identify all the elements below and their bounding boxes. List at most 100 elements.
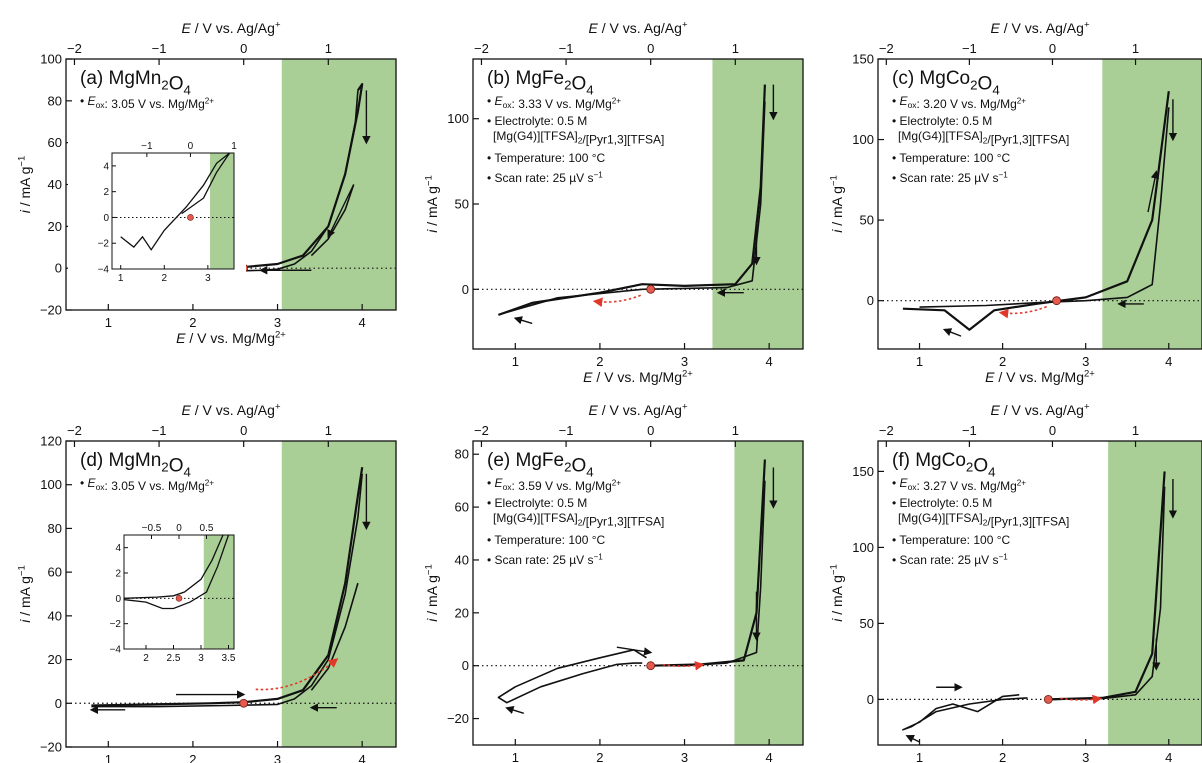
- x-tick-label: 2: [596, 750, 603, 763]
- open-circuit-point: [646, 661, 656, 671]
- x-tick-label: 1: [105, 315, 112, 330]
- inset-curves: [124, 535, 230, 610]
- y-tick-label: 20: [48, 652, 62, 667]
- y-tick-label: −20: [40, 740, 62, 755]
- x-tick-label: 4: [1165, 750, 1172, 763]
- y-tick-label: 50: [860, 616, 874, 631]
- curves: [498, 84, 766, 316]
- bullet-text: • Temperature: 100 °C: [487, 151, 606, 165]
- y-tick-label: 60: [48, 135, 62, 150]
- y-tick-label: 50: [860, 213, 874, 228]
- bullet-text: • Scan rate: 25 µV s−1: [487, 552, 603, 567]
- oxidation-region: [281, 59, 396, 310]
- inset-oxidation-region: [210, 153, 234, 269]
- x-tick-label: 4: [359, 315, 366, 330]
- inset-a: 1 2 3 −1 0 1 −4 −2 0 2 4: [68, 133, 246, 289]
- bullet-text: • Scan rate: 25 µV s−1: [487, 170, 603, 185]
- bullet-text: • Eox: 3.05 V vs. Mg/Mg2​+​: [80, 476, 214, 493]
- panel-title: (f) MgCo2O4: [892, 450, 996, 480]
- y-tick-label: 100: [40, 52, 62, 67]
- inset-series-line-0: [120, 153, 231, 251]
- y-tick-label: 0: [867, 692, 874, 707]
- y-tick-label: 20: [455, 605, 469, 620]
- x-tick-label: 4: [766, 750, 773, 763]
- series-line-1: [919, 107, 1170, 308]
- y-tick-label: 100: [852, 540, 874, 555]
- y-axis-label: i / mA g−​1​: [17, 565, 33, 623]
- x2-tick-label: 0: [1049, 41, 1056, 56]
- y-tick-label: 60: [48, 565, 62, 580]
- y-tick-label: 40: [455, 552, 469, 567]
- panel-title: (a) MgMn2O4: [80, 68, 191, 98]
- x2-tick-label: 1: [325, 423, 332, 438]
- x-tick-label: 1: [916, 354, 923, 369]
- series-line-0: [902, 91, 1170, 331]
- y-tick-label: 150: [852, 52, 874, 67]
- x2-tick-label: −2: [67, 423, 82, 438]
- series-line-2: [310, 184, 355, 257]
- series-line-2: [497, 649, 647, 704]
- panel-b: 1 2 3 4 −2 −1 0 1 0 50 100 E / V vs. Mg/Mg2​+​ E / V…: [424, 20, 804, 385]
- x-tick-label: 1: [916, 750, 923, 763]
- series-line-0: [91, 467, 364, 707]
- y-tick-label: 0: [55, 696, 62, 711]
- open-circuit-point: [239, 698, 249, 708]
- x-tick-label: 3: [681, 354, 688, 369]
- inset-x2-tick-label: 0: [188, 141, 194, 152]
- plot-frame: [65, 440, 397, 748]
- oxidation-region: [1102, 59, 1202, 349]
- inset-x-tick-label: 3: [205, 273, 211, 284]
- y-tick-label: 100: [40, 477, 62, 492]
- x2-tick-label: −2: [474, 41, 489, 56]
- x2-tick-label: 1: [325, 41, 332, 56]
- inset-series-line-0: [124, 535, 224, 599]
- series-line-1: [91, 473, 363, 708]
- open-circuit-point: [1052, 296, 1062, 306]
- bullet-text: • Electrolyte: 0.5 M: [892, 496, 992, 510]
- bullet-text: • Eox: 3.33 V vs. Mg/Mg2​+​: [487, 94, 621, 111]
- inset-point: [187, 214, 194, 221]
- y-tick-label: 80: [48, 93, 62, 108]
- x2-tick-label: −2: [67, 41, 82, 56]
- x2-tick-label: −1: [962, 423, 977, 438]
- inset-x2-tick-label: 1: [231, 141, 237, 152]
- panel-title: (d) MgMn2O4: [80, 450, 191, 480]
- x-tick-label: 1: [105, 752, 112, 763]
- inset-x2-tick-label: 0: [176, 523, 182, 534]
- y-tick-label: 40: [48, 608, 62, 623]
- y-tick-label: 50: [455, 197, 469, 212]
- x-tick-label: 3: [274, 315, 281, 330]
- inset-x-tick-label: 1: [118, 273, 124, 284]
- y-axis-label: i / mA g−​1​: [424, 175, 440, 233]
- y-tick-label: 0: [462, 658, 469, 673]
- bullet-text: [Mg(G4)][TFSA]2/[Pyr1,3][TFSA]: [898, 129, 1069, 146]
- bullet-text: • Scan rate: 25 µV s−1: [892, 170, 1008, 185]
- bullet-text: [Mg(G4)][TFSA]2/[Pyr1,3][TFSA]: [493, 511, 664, 528]
- bullet-text: • Eox: 3.05 V vs. Mg/Mg2​+​: [80, 94, 214, 111]
- direction-arrow-3: [942, 328, 962, 337]
- inset-curves: [120, 153, 231, 251]
- bullet-text: • Electrolyte: 0.5 M: [487, 496, 587, 510]
- open-circuit-point: [1043, 695, 1053, 704]
- x2-tick-label: −1: [152, 41, 167, 56]
- y-tick-label: 60: [455, 500, 469, 515]
- series-line-1: [498, 101, 766, 316]
- inset-oxidation-region: [203, 535, 234, 649]
- inset-frame: [111, 152, 235, 270]
- bullet-text: [Mg(G4)][TFSA]2/[Pyr1,3][TFSA]: [493, 129, 664, 146]
- x-axis-label: E / V vs. Mg/Mg2​+​: [583, 369, 693, 385]
- inset-y-tick-label: −2: [98, 239, 110, 250]
- inset-y-tick-label: 2: [103, 187, 109, 198]
- y-tick-label: 40: [48, 177, 62, 192]
- x-tick-label: 3: [1082, 354, 1089, 369]
- x-axis-label: E / V vs. Mg/Mg2​+​: [176, 330, 286, 346]
- x-tick-label: 2: [596, 354, 603, 369]
- x2-axis-label: E / V vs. Ag/Ag+​: [589, 20, 688, 36]
- x2-tick-label: 0: [647, 41, 654, 56]
- y-axis-label: i / mA g−​1​: [424, 564, 440, 622]
- oxidation-region: [281, 441, 396, 747]
- plot-frame: [472, 440, 804, 746]
- x2-axis-label: E / V vs. Ag/Ag+​: [991, 20, 1090, 36]
